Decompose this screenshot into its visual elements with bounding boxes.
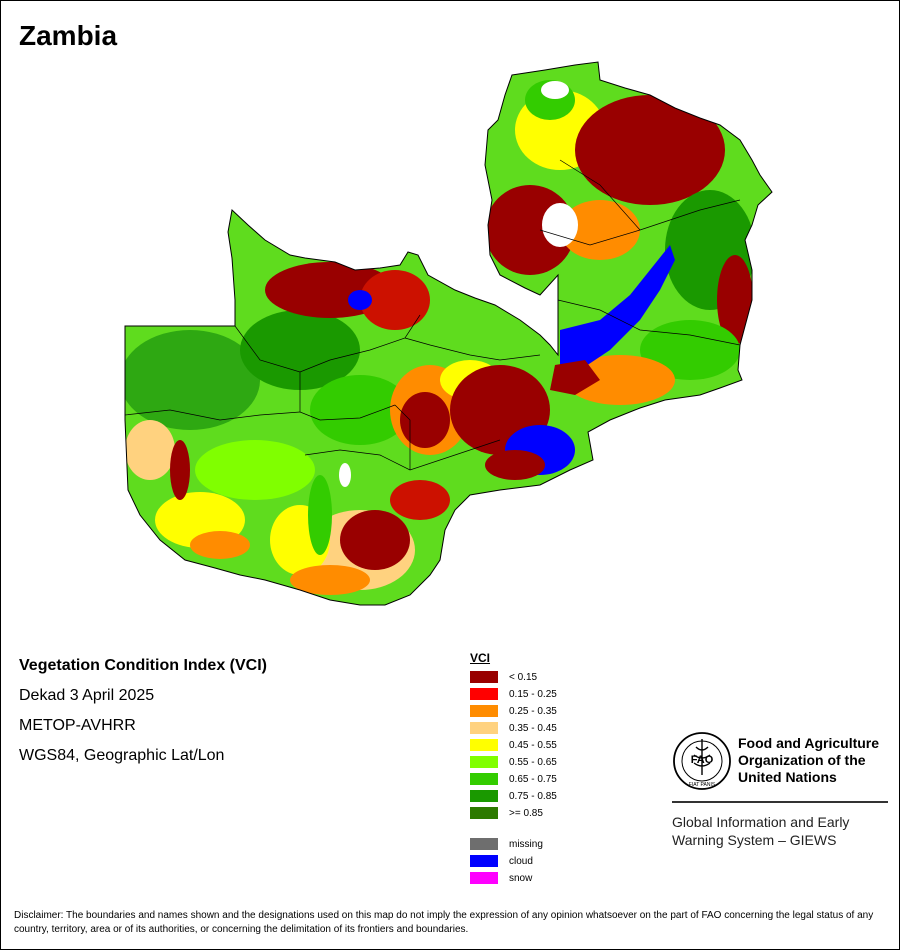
map-title: Zambia <box>19 20 118 51</box>
legend-class-swatch <box>470 756 498 768</box>
fao-logo-icon: FAO FIAT PANIS <box>673 732 731 790</box>
legend-classes: < 0.15 0.15 - 0.25 0.25 - 0.35 0.35 - 0.45 0… <box>470 669 557 822</box>
legend-class-row: 0.15 - 0.25 <box>470 686 557 703</box>
fao-name-line1: Food and Agriculture <box>738 735 880 751</box>
legend-class-row: 0.45 - 0.55 <box>470 737 557 754</box>
legend-other-row: missing <box>470 836 543 853</box>
giews-line2: Warning System – GIEWS <box>672 832 837 848</box>
legend-class-swatch <box>470 739 498 751</box>
fao-name: Food and Agriculture Organization of the… <box>738 735 898 786</box>
vci-legend: VCI < 0.15 0.15 - 0.25 0.25 - 0.35 0.35 - 0… <box>470 651 557 887</box>
legend-class-swatch <box>470 790 498 802</box>
legend-class-swatch <box>470 722 498 734</box>
fao-logo-motto: FIAT PANIS <box>689 782 716 788</box>
legend-class-row: 0.25 - 0.35 <box>470 703 557 720</box>
legend-other-swatch <box>470 872 498 884</box>
legend-class-label: 0.45 - 0.55 <box>509 740 557 751</box>
legend-class-label: 0.15 - 0.25 <box>509 689 557 700</box>
legend-class-label: 0.55 - 0.65 <box>509 757 557 768</box>
legend-other-label: snow <box>509 873 533 884</box>
legend-class-row: 0.75 - 0.85 <box>470 788 557 805</box>
legend-class-label: 0.25 - 0.35 <box>509 706 557 717</box>
period-label: Dekad 3 April 2025 <box>19 687 155 704</box>
legend-class-label: >= 0.85 <box>509 808 543 819</box>
map-info: Vegetation Condition Index (VCI) Dekad 3… <box>19 656 267 776</box>
fao-name-line2: Organization of the <box>738 752 866 768</box>
legend-class-swatch <box>470 688 498 700</box>
legend-other-swatch <box>470 838 498 850</box>
legend-other-row: snow <box>470 870 532 887</box>
vci-map <box>124 61 773 606</box>
legend-class-row: 0.65 - 0.75 <box>470 771 557 788</box>
legend-class-label: 0.65 - 0.75 <box>509 774 557 785</box>
legend-other-label: missing <box>509 839 543 850</box>
index-name: Vegetation Condition Index (VCI) <box>19 657 267 674</box>
legend-other: missing cloud snow <box>470 836 543 887</box>
legend-class-swatch <box>470 773 498 785</box>
legend-class-row: < 0.15 <box>470 669 537 686</box>
projection-label: WGS84, Geographic Lat/Lon <box>19 747 225 764</box>
legend-other-swatch <box>470 855 498 867</box>
legend-class-label: 0.35 - 0.45 <box>509 723 557 734</box>
legend-class-swatch <box>470 671 498 683</box>
legend-other-label: cloud <box>509 856 533 867</box>
legend-class-label: < 0.15 <box>509 672 538 683</box>
sensor-label: METOP-AVHRR <box>19 717 136 734</box>
legend-class-row: 0.55 - 0.65 <box>470 754 557 771</box>
giews-line1: Global Information and Early <box>672 814 850 830</box>
giews-name: Global Information and Early Warning Sys… <box>672 813 888 849</box>
legend-class-row: >= 0.85 <box>470 805 543 822</box>
legend-class-row: 0.35 - 0.45 <box>470 720 557 737</box>
legend-other-row: cloud <box>470 853 533 870</box>
legend-title: VCI <box>470 651 491 665</box>
fao-name-line3: United Nations <box>738 769 837 785</box>
fao-logo-letters: FAO <box>691 754 714 766</box>
legend-class-label: 0.75 - 0.85 <box>509 791 557 802</box>
fao-divider <box>672 801 888 803</box>
legend-class-swatch <box>470 807 498 819</box>
legend-class-swatch <box>470 705 498 717</box>
disclaimer: Disclaimer: The boundaries and names sho… <box>14 910 874 935</box>
